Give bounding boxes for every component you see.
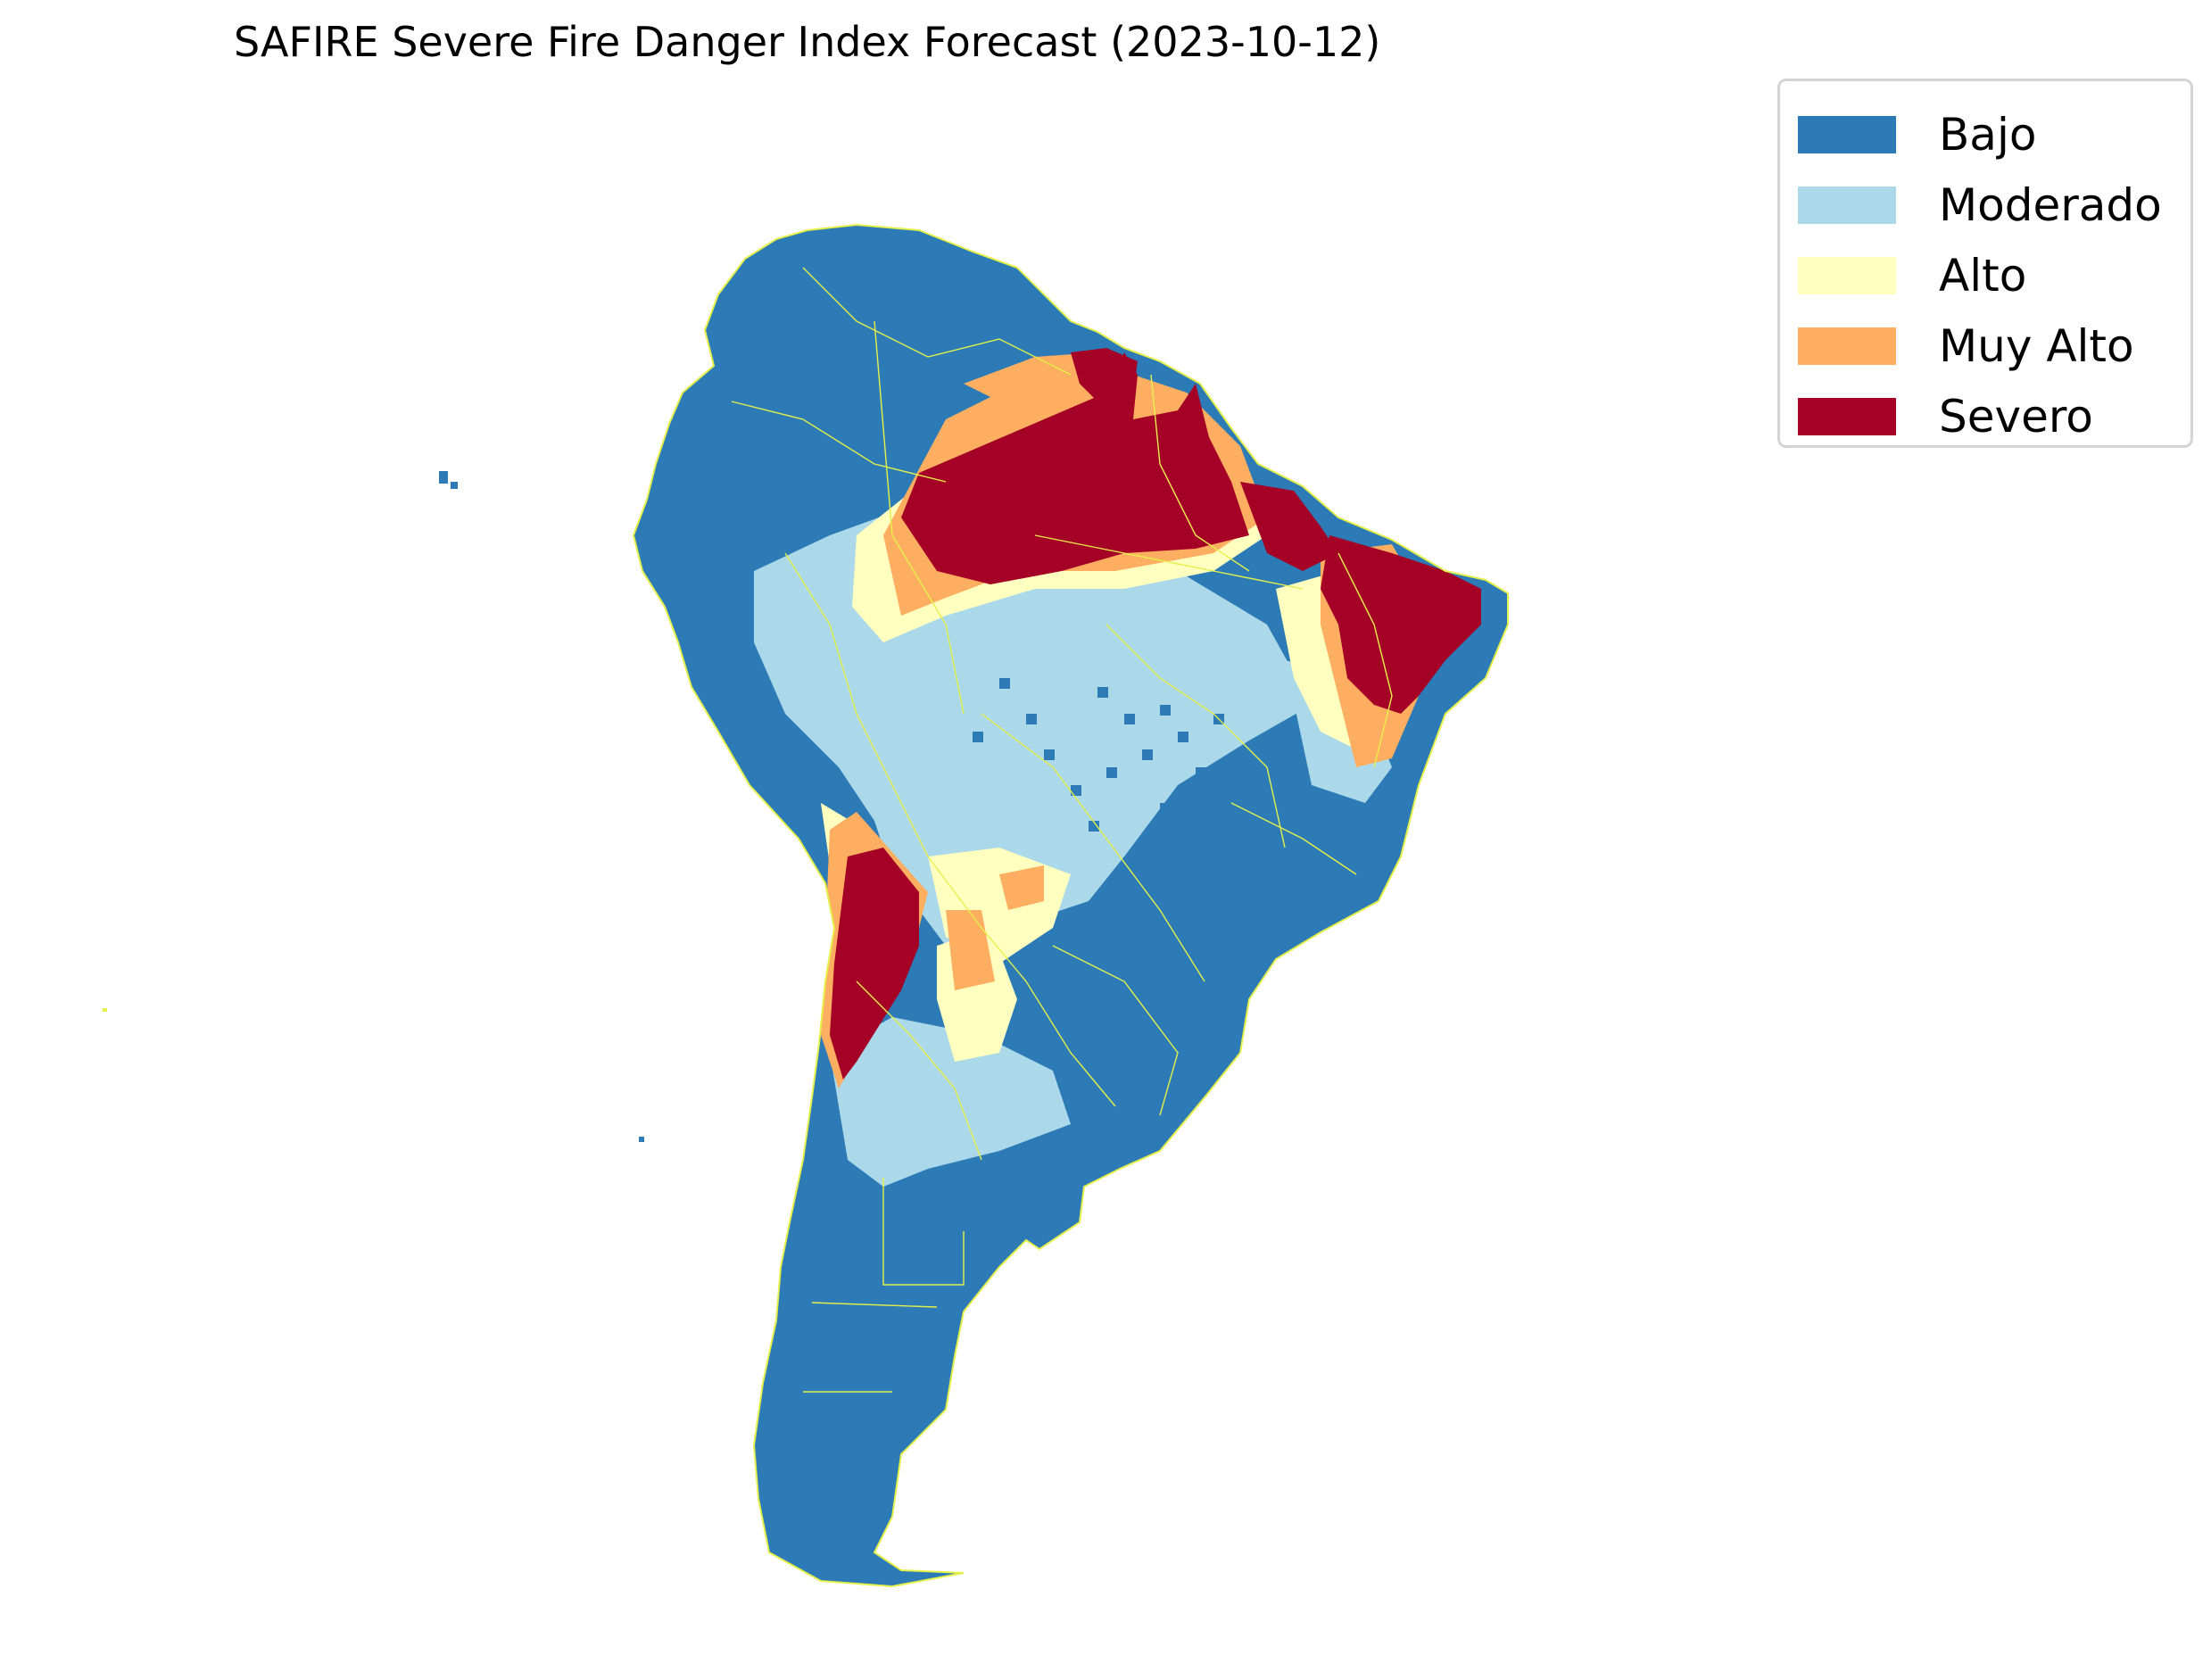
legend-label: Muy Alto [1939,319,2134,372]
bajo-speckle [1142,749,1153,760]
bajo-speckle [1196,767,1206,778]
legend-item-alto: Alto [1798,240,2173,310]
legend-item-moderado: Moderado [1798,170,2173,240]
legend: Bajo Moderado Alto Muy Alto Severo [1777,79,2193,448]
severo-region [1321,535,1481,714]
bajo-speckle [1160,705,1171,716]
muy-alto-region [964,352,1097,410]
legend-swatch [1798,186,1896,224]
admin-borders [731,267,1393,1393]
bajo-speckle [999,678,1010,689]
bajo-speckle [1124,714,1135,724]
offshore-islands [103,471,644,1142]
severo-region [1240,482,1338,571]
bajo-speckle [1106,767,1117,778]
legend-item-severo: Severo [1798,381,2173,451]
bajo-speckle [1026,714,1037,724]
legend-label: Moderado [1939,178,2162,231]
bajo-speckle [1160,803,1171,814]
severo-region [1071,348,1138,401]
legend-item-muy-alto: Muy Alto [1798,310,2173,381]
bajo-speckle [1044,749,1055,760]
legend-swatch [1798,327,1896,365]
bajo-speckle [1089,821,1099,832]
moderado-region [830,1017,1071,1187]
continent-outline [632,223,1509,1588]
severo-region [901,352,1249,584]
legend-swatch [1798,115,1896,153]
bajo-speckle [1178,732,1188,742]
legend-swatch [1798,397,1896,435]
map-title: SAFIRE Severe Fire Danger Index Forecast… [234,18,1381,66]
legend-item-bajo: Bajo [1798,99,2173,170]
legend-label: Alto [1939,249,2027,302]
legend-label: Bajo [1939,108,2037,161]
severo-region [830,848,919,1080]
muy-alto-region [999,865,1044,910]
bajo-speckle [1071,785,1081,796]
legend-swatch [1798,256,1896,294]
bajo-speckle [1097,687,1108,698]
bajo-speckle [973,732,983,742]
legend-label: Severo [1939,390,2093,443]
